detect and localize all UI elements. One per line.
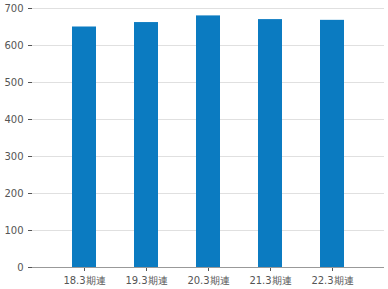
svg-text:21.3期連: 21.3期連 [249,275,291,286]
svg-text:200: 200 [4,188,23,199]
svg-text:400: 400 [4,114,23,125]
svg-text:0: 0 [17,262,23,273]
svg-text:22.3期連: 22.3期連 [311,275,353,286]
svg-text:19.3期連: 19.3期連 [125,275,167,286]
svg-text:20.3期連: 20.3期連 [187,275,229,286]
svg-text:600: 600 [4,40,23,51]
svg-text:300: 300 [4,151,23,162]
svg-text:500: 500 [4,77,23,88]
svg-text:100: 100 [4,225,23,236]
svg-text:700: 700 [4,3,23,14]
svg-text:18.3期連: 18.3期連 [63,275,105,286]
